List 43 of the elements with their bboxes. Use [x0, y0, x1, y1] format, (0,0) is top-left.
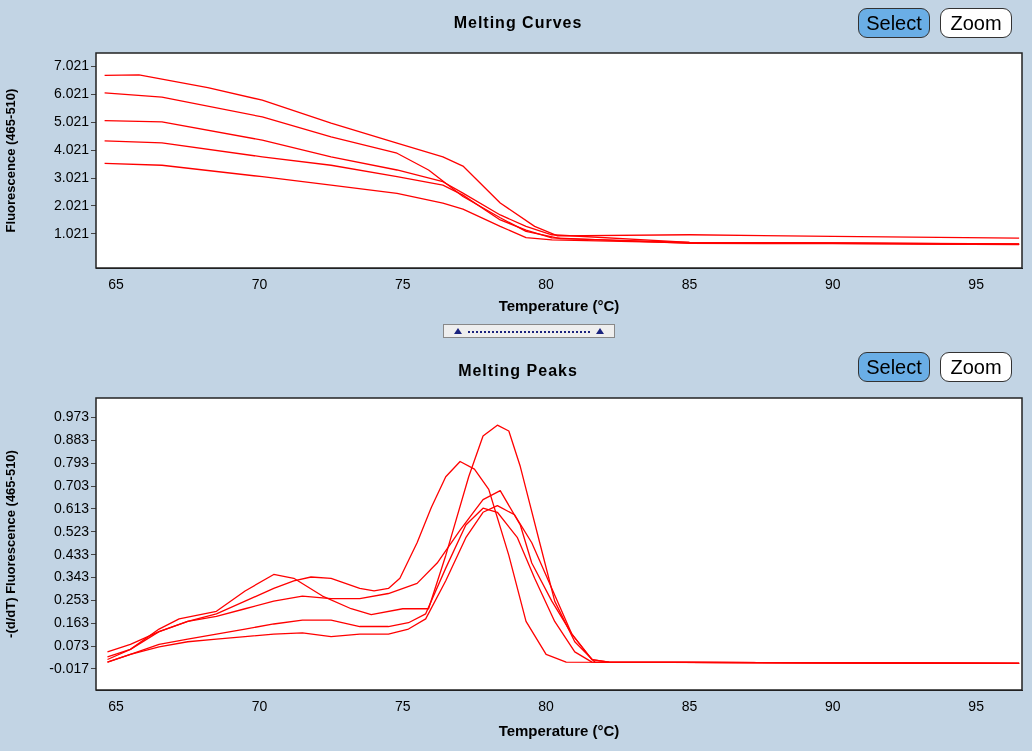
- x-tick-label: 65: [108, 276, 125, 293]
- y-tick-label: 0.523: [53, 522, 90, 539]
- x-tick-label: 75: [394, 698, 411, 715]
- y-tick-label: 0.163: [53, 614, 90, 631]
- y-tick-label: 4.021: [53, 141, 90, 157]
- chart-title: Melting Peaks: [457, 362, 579, 380]
- y-tick-label: 2.021: [53, 196, 90, 213]
- y-tick-label: 5.021: [53, 113, 90, 130]
- chart-title: Melting Curves: [452, 14, 584, 32]
- x-axis-title: Temperature (°C): [498, 722, 620, 740]
- y-tick-label: 7.021: [53, 57, 90, 74]
- x-axis-title: Temperature (°C): [498, 297, 620, 315]
- x-tick-label: 90: [825, 698, 841, 715]
- y-tick-label: 0.613: [53, 499, 90, 516]
- y-tick-label: 0.253: [53, 591, 90, 608]
- y-axis-title: -(d/dT) Fluorescence (465-510): [3, 450, 19, 638]
- text: Zoom: [940, 352, 1012, 382]
- y-tick-label: 0.703: [53, 476, 90, 493]
- x-tick-label: 80: [538, 276, 555, 293]
- y-tick-label: 0.883: [53, 431, 90, 448]
- x-tick-label: 80: [538, 698, 555, 715]
- x-tick-label: 95: [968, 698, 985, 715]
- y-axis-title: Fluorescence (465-510): [3, 88, 19, 233]
- y-tick-label: 3.021: [53, 168, 90, 185]
- x-tick-label: 85: [681, 276, 698, 293]
- text: Select: [858, 8, 930, 38]
- y-tick-label: -0.017: [49, 659, 90, 676]
- y-tick-label: 0.343: [53, 568, 90, 585]
- text: Zoom: [940, 8, 1012, 38]
- y-tick-label: 0.073: [53, 636, 90, 653]
- x-tick-label: 95: [968, 276, 985, 293]
- y-tick-label: 0.973: [53, 408, 90, 425]
- text: Select: [858, 352, 930, 382]
- x-tick-label: 70: [251, 698, 268, 715]
- y-tick-label: 6.021: [53, 85, 90, 102]
- x-tick-label: 65: [108, 698, 125, 715]
- y-tick-label: 1.021: [53, 224, 90, 241]
- x-tick-label: 70: [251, 276, 268, 293]
- x-tick-label: 90: [825, 276, 841, 293]
- y-tick-label: 0.433: [53, 545, 90, 562]
- y-tick-label: 0.793: [53, 454, 90, 471]
- x-tick-label: 75: [394, 276, 411, 293]
- x-tick-label: 85: [681, 698, 698, 715]
